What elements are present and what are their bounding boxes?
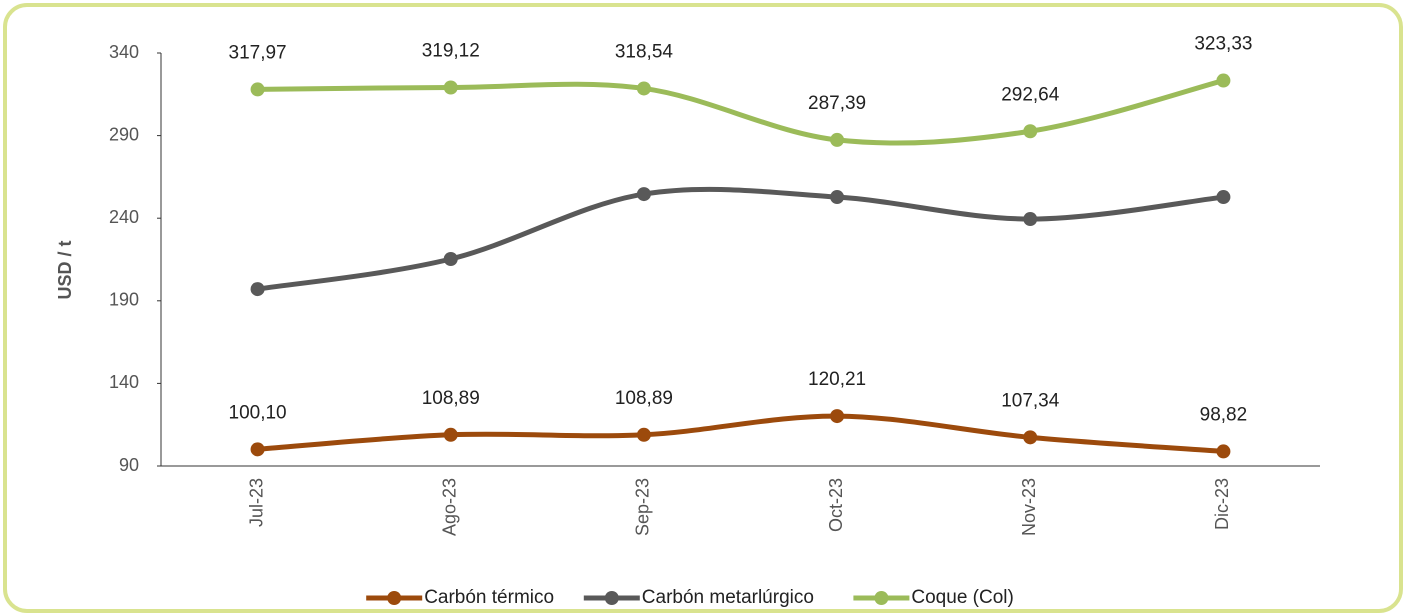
value-label: 108,89 [615, 388, 673, 409]
y-tick-label: 190 [109, 290, 139, 310]
point [636, 81, 651, 96]
value-label: 287,39 [808, 93, 866, 114]
point [830, 409, 845, 424]
value-label: 317,97 [229, 42, 287, 63]
value-label: 120,21 [808, 369, 866, 390]
point [443, 252, 458, 267]
value-label: 318,54 [615, 41, 674, 62]
legend-label: Carbón térmico [424, 587, 554, 608]
y-tick-label: 240 [109, 207, 139, 227]
series-line [255, 78, 1226, 146]
value-label: 108,89 [422, 388, 480, 409]
x-tick-label: Sep-23 [633, 478, 653, 536]
point [443, 427, 458, 442]
y-tick-label: 340 [109, 42, 139, 62]
value-label: 107,34 [1001, 390, 1060, 411]
x-tick-label: Oct-23 [826, 478, 846, 532]
series-line [255, 413, 1226, 454]
y-tick-label: 290 [109, 124, 139, 144]
point [1216, 73, 1231, 88]
point [1216, 444, 1231, 459]
point [830, 132, 845, 147]
legend-marker [874, 591, 889, 605]
x-tick-label: Ago-23 [440, 478, 460, 536]
y-axis-label: USD / t [55, 240, 75, 299]
point [636, 427, 651, 442]
y-tick-label: 90 [119, 455, 139, 475]
y-tick-label: 140 [109, 372, 139, 392]
value-label: 98,82 [1200, 404, 1248, 425]
value-label: 323,33 [1194, 34, 1252, 55]
series-line [255, 186, 1226, 292]
point [1023, 430, 1038, 445]
legend-marker [387, 591, 402, 605]
x-tick-label: Dic-23 [1212, 478, 1232, 530]
point [636, 187, 651, 202]
point [830, 190, 845, 205]
point [443, 80, 458, 95]
point [250, 82, 265, 97]
x-tick-label: Nov-23 [1019, 478, 1039, 536]
point [250, 282, 265, 297]
point [1216, 190, 1231, 205]
chart-frame [3, 3, 1403, 613]
value-label: 100,10 [229, 402, 287, 423]
legend-label: Carbón metarlúrgico [642, 587, 814, 608]
value-label: 292,64 [1001, 84, 1060, 105]
legend-marker [604, 591, 619, 605]
point [1023, 212, 1038, 227]
point [1023, 124, 1038, 139]
point [250, 442, 265, 457]
legend-label: Coque (Col) [911, 587, 1013, 608]
value-label: 319,12 [422, 41, 480, 62]
x-tick-label: Jul-23 [246, 478, 266, 527]
